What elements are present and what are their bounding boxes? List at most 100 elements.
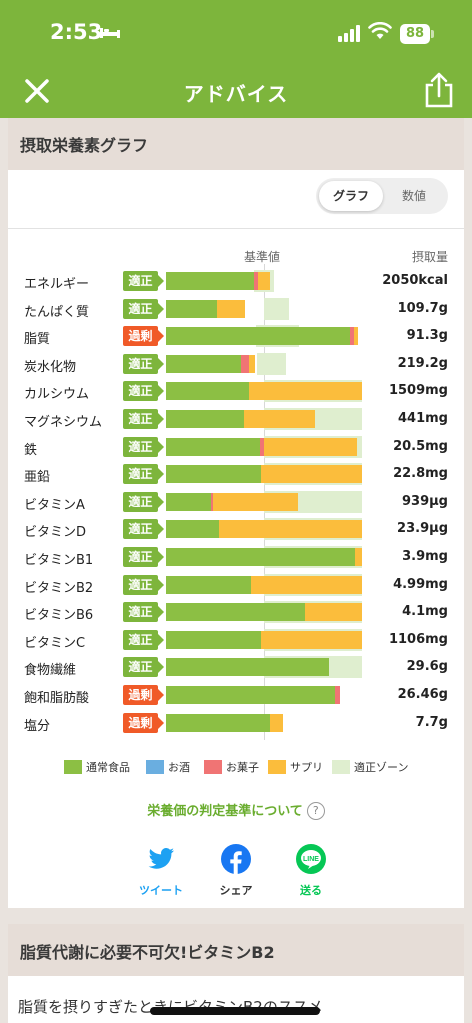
battery-tip: [431, 30, 434, 38]
help-icon[interactable]: ?: [306, 802, 325, 820]
status-badge: 適正: [123, 271, 164, 291]
status-badge: 過剰: [123, 685, 164, 705]
bar-segment-supplement: [354, 327, 359, 346]
bar-segment-supplement: [269, 713, 283, 732]
toggle-graph[interactable]: グラフ: [319, 181, 383, 211]
redaction-mark: [150, 1007, 320, 1015]
status-time: 2:53: [50, 20, 103, 44]
legend-item-normal-food: 通常食品: [64, 759, 130, 777]
bar-segment-normal-food: [166, 437, 261, 456]
divider: [8, 228, 464, 229]
bar-segment-supplement: [249, 354, 256, 373]
bar-segment-snacks: [334, 686, 341, 704]
nutrient-label: 脂質: [24, 332, 51, 348]
intake-value: 1509mg: [388, 383, 448, 399]
bar-segment-supplement: [244, 410, 315, 428]
intake-value: 26.46g: [397, 687, 448, 702]
intake-value: 1106mg: [388, 631, 448, 647]
bar-segment-supplement: [261, 465, 362, 484]
legend-item-snacks: お菓子: [204, 759, 259, 777]
baseline-header: 基準値: [244, 250, 281, 264]
legend-swatch: [146, 760, 164, 774]
legend-swatch: [268, 760, 286, 774]
close-button[interactable]: [22, 76, 52, 106]
nutrient-label: マグネシウム: [24, 415, 103, 430]
criteria-link-text[interactable]: 栄養価の判定基準について: [147, 804, 303, 819]
facebook-label: シェア: [219, 884, 253, 897]
status-badge: 適正: [123, 491, 164, 512]
nutrient-label: カルシウム: [24, 387, 90, 403]
legend-label: お菓子: [226, 761, 259, 774]
nutrient-label: 食物繊維: [24, 663, 77, 679]
intake-value: 2050kcal: [382, 273, 448, 288]
bar-segment-normal-food: [166, 299, 217, 318]
status-badge: 適正: [123, 574, 164, 595]
bar-segment-snacks: [241, 354, 250, 373]
bar-segment-normal-food: [166, 520, 219, 539]
battery-icon: 88: [400, 24, 430, 44]
intake-value: 91.3g: [406, 328, 448, 344]
status-badge: 適正: [123, 657, 164, 678]
line-icon: LINE: [296, 844, 326, 874]
legend-label: 通常食品: [86, 761, 130, 774]
nutrient-label: 塩分: [24, 718, 51, 734]
bar-segment-normal-food: [166, 603, 306, 622]
article-body: 脂質を摂りすぎたときにビタミンB2のススメ: [8, 976, 464, 1023]
bar-segment-snacks: [254, 272, 259, 290]
intake-value: 4.1mg: [402, 604, 448, 620]
bar-segment-normal-food: [166, 272, 255, 290]
bar-segment-supplement: [251, 575, 362, 594]
facebook-share-button[interactable]: シェア: [206, 844, 266, 898]
line-share-button[interactable]: LINE 送る: [281, 844, 341, 898]
sleep-focus-icon: [100, 28, 120, 38]
nutrient-label: 亜鉛: [24, 470, 51, 486]
bar-segment-snacks: [260, 437, 264, 456]
section2-title: 脂質代謝に必要不可欠!ビタミンB2: [20, 943, 275, 962]
criteria-link[interactable]: 栄養価の判定基準について?: [0, 800, 472, 820]
share-button[interactable]: [424, 72, 454, 108]
bar-segment-normal-food: [166, 354, 242, 373]
status-badge: 適正: [123, 464, 164, 485]
bar-segment-normal-food: [166, 713, 270, 732]
intake-value: 3.9mg: [402, 549, 448, 564]
appropriate-zone: [257, 352, 286, 375]
appropriate-zone: [264, 297, 289, 320]
nutrient-card: [8, 170, 464, 908]
nutrient-label: ビタミンB1: [24, 553, 94, 568]
legend-item-alcohol: お酒: [146, 759, 190, 777]
twitter-share-button[interactable]: ツイート: [131, 844, 191, 898]
legend-label: お酒: [168, 761, 190, 774]
twitter-icon: [148, 848, 174, 869]
intake-value: 23.9µg: [397, 521, 448, 537]
bar-segment-normal-food: [166, 492, 212, 511]
toggle-numeric[interactable]: 数値: [401, 189, 426, 203]
bar-segment-supplement: [355, 548, 362, 566]
nutrient-label: たんぱく質: [24, 304, 90, 320]
bar-segment-normal-food: [166, 658, 329, 677]
twitter-label: ツイート: [139, 884, 183, 897]
facebook-icon: [221, 844, 251, 874]
intake-value: 441mg: [398, 411, 448, 426]
bar-segment-normal-food: [166, 465, 262, 484]
status-badge: 適正: [123, 547, 164, 567]
legend-swatch: [204, 760, 222, 774]
bar-segment-supplement: [213, 492, 299, 511]
status-bar: 2:53 88: [0, 0, 472, 64]
legend-swatch: [64, 760, 82, 774]
nutrient-label: エネルギー: [24, 277, 90, 292]
intake-value: 20.5mg: [393, 438, 448, 454]
svg-text:LINE: LINE: [303, 856, 319, 863]
bar-segment-snacks: [350, 327, 355, 346]
nutrient-label: ビタミンB6: [24, 608, 94, 624]
bar-segment-normal-food: [166, 410, 245, 428]
status-badge: 適正: [123, 602, 164, 623]
line-label: 送る: [300, 884, 322, 897]
bar-segment-snacks: [211, 492, 214, 511]
app-header: 2:53 88 アドバイス: [0, 0, 472, 118]
section-header-vitamin-b2: 脂質代謝に必要不可欠!ビタミンB2: [8, 924, 464, 976]
legend-item-zone: 適正ゾーン: [332, 759, 408, 777]
bar-segment-normal-food: [166, 686, 335, 704]
intake-value: 939µg: [401, 493, 448, 509]
nutrient-label: ビタミンD: [24, 525, 87, 541]
